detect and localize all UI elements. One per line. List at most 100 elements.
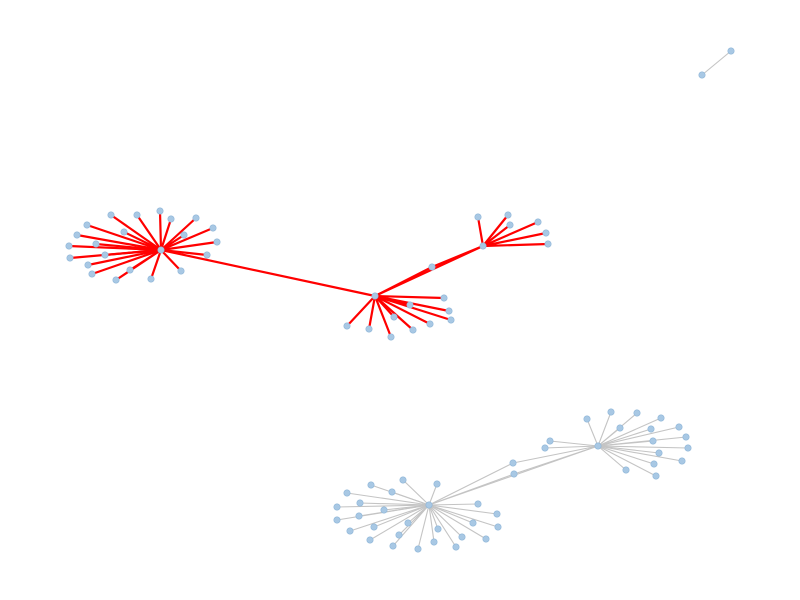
graph-node — [414, 545, 422, 553]
graph-edge — [597, 445, 660, 454]
graph-node — [366, 536, 374, 544]
graph-node — [650, 460, 658, 468]
highlighted-edge — [476, 215, 485, 248]
graph-node — [583, 415, 591, 423]
graph-edge — [544, 445, 599, 449]
graph-edge — [701, 50, 732, 76]
graph-node — [355, 512, 363, 520]
graph-node — [647, 425, 655, 433]
graph-node — [652, 472, 660, 480]
graph-edge — [336, 504, 430, 508]
graph-node — [546, 437, 554, 445]
graph-node — [213, 238, 221, 246]
graph-node — [389, 542, 397, 550]
graph-edge — [597, 411, 612, 447]
graph-node — [479, 242, 487, 250]
highlighted-edge — [149, 248, 163, 281]
graph-node — [633, 409, 641, 417]
graph-node — [356, 499, 364, 507]
graph-edge — [398, 504, 430, 536]
graph-edge — [369, 504, 430, 541]
highlighted-edge — [481, 231, 548, 248]
graph-node — [346, 527, 354, 535]
highlighted-edge — [85, 223, 163, 252]
graph-node — [493, 510, 501, 518]
graph-node — [406, 301, 414, 309]
graph-edge — [597, 445, 689, 449]
graph-node — [607, 408, 615, 416]
highlighted-edge — [373, 294, 396, 319]
graph-edge — [402, 479, 430, 506]
graph-node — [657, 414, 665, 422]
highlighted-edge — [159, 233, 186, 252]
highlighted-edge — [94, 242, 163, 252]
graph-node — [541, 444, 549, 452]
graph-edge — [597, 445, 627, 471]
graph-node — [343, 322, 351, 330]
graph-node — [180, 231, 188, 239]
graph-node — [678, 457, 686, 465]
graph-node — [112, 276, 120, 284]
graph-edge — [428, 504, 457, 548]
graph-node — [509, 459, 517, 467]
graph-node — [88, 270, 96, 278]
highlighted-edge — [481, 242, 550, 248]
graph-node — [616, 424, 624, 432]
highlighted-edges — [67, 209, 550, 339]
graph-edge — [597, 426, 680, 447]
graph-edge — [428, 504, 487, 540]
graph-edge — [549, 440, 599, 447]
graph-node — [192, 214, 200, 222]
graph-node — [506, 221, 514, 229]
graph-node — [482, 535, 490, 543]
graph-node — [157, 246, 165, 254]
graph-edge — [597, 427, 621, 447]
graph-node — [684, 444, 692, 452]
highlighted-edge — [481, 213, 510, 248]
graph-edge — [597, 440, 654, 447]
graph-node — [343, 489, 351, 497]
graph-node — [156, 207, 164, 215]
graph-node — [510, 470, 518, 478]
graph-node — [447, 316, 455, 324]
graph-node — [434, 525, 442, 533]
graph-node — [333, 503, 341, 511]
graph-node — [133, 211, 141, 219]
graph-edge — [597, 445, 655, 465]
graph-edge — [391, 491, 430, 506]
graph-node — [425, 501, 433, 509]
graph-node — [494, 523, 502, 531]
highlighted-edge — [128, 248, 163, 272]
graph-edge — [373, 504, 430, 528]
graph-node — [622, 466, 630, 474]
graph-node — [534, 218, 542, 226]
highlighted-edge — [367, 294, 377, 331]
graph-node — [452, 543, 460, 551]
graph-node — [83, 221, 91, 229]
highlighted-edge — [345, 294, 377, 328]
graph-node — [120, 228, 128, 236]
graph-node — [370, 523, 378, 531]
graph-node — [682, 433, 690, 441]
graph-node — [474, 500, 482, 508]
graph-node — [203, 251, 211, 259]
highlighted-edge — [122, 230, 163, 252]
graph-node — [404, 519, 412, 527]
graph-node — [698, 71, 706, 79]
graph-node — [101, 251, 109, 259]
graph-node — [458, 533, 466, 541]
graph-node — [544, 240, 552, 248]
highlighted-edge — [135, 213, 163, 252]
highlighted-edge — [373, 244, 485, 298]
graph-node — [445, 307, 453, 315]
graph-node — [367, 481, 375, 489]
graph-node — [655, 449, 663, 457]
graph-node — [428, 263, 436, 271]
highlighted-edge — [159, 248, 377, 298]
graph-node — [167, 215, 175, 223]
graph-edge — [428, 462, 514, 506]
highlighted-edge — [75, 233, 163, 252]
graph-edge — [428, 504, 499, 528]
highlighted-edge — [159, 248, 183, 273]
